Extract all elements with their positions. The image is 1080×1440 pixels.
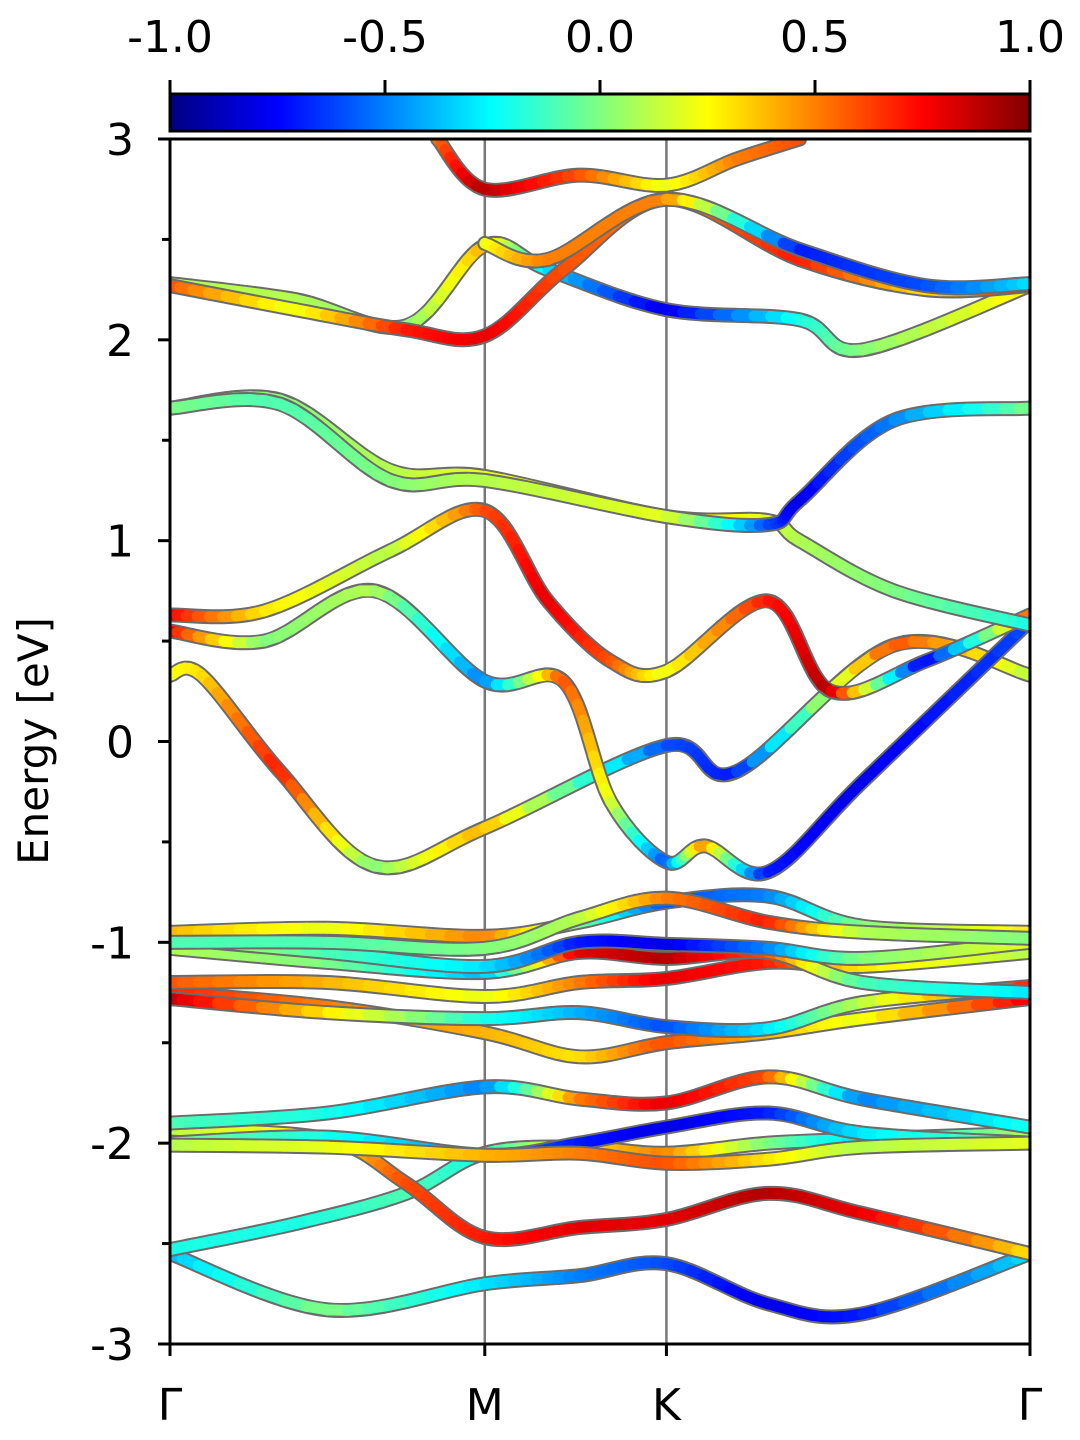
y-axis-title: Energy [eV]	[9, 617, 58, 865]
band-segment	[946, 667, 982, 702]
band-segment	[1014, 666, 1030, 681]
colorbar-tick-label: 0.5	[780, 12, 850, 63]
colorbar-tick-label: -0.5	[342, 12, 428, 63]
band-segment	[1011, 1119, 1030, 1133]
colorbar-tick-label: 1.0	[995, 12, 1065, 63]
colorbar-gradient	[168, 92, 1032, 133]
band-13	[170, 890, 1030, 957]
x-tick-label: K	[652, 1380, 682, 1431]
x-tick-label: Γ	[1018, 1380, 1043, 1431]
band-19	[170, 235, 1030, 359]
band-outline	[170, 582, 1030, 882]
band-21	[477, 191, 1030, 296]
bands	[170, 139, 1030, 1325]
colorbar-tick-label: 0.0	[565, 12, 635, 63]
y-tick-label: -1	[90, 918, 134, 969]
x-tick-label: Γ	[158, 1380, 183, 1431]
colorbar-tick-label: -1.0	[127, 12, 213, 63]
plot-area: -3 -2 -1 0 1 2 3 Γ M K Γ Energy [eV]	[9, 115, 1043, 1431]
band-15	[170, 582, 1030, 882]
band-16	[170, 501, 1030, 701]
band-4	[170, 1069, 1030, 1135]
y-tick-label: 0	[106, 718, 134, 769]
y-axis: -3 -2 -1 0 1 2 3	[90, 115, 170, 1371]
y-tick-label: -3	[90, 1320, 134, 1371]
band-6	[170, 1135, 1030, 1171]
band-11	[170, 930, 1030, 975]
colorbar-ticks: -1.0 -0.5 0.0 0.5 1.0	[127, 12, 1065, 94]
y-tick-label: 2	[106, 316, 134, 367]
band-18	[170, 392, 1030, 533]
band-segment	[1011, 946, 1030, 960]
y-tick-label: -2	[90, 1119, 134, 1170]
band-segment	[897, 714, 933, 749]
band-8	[170, 979, 1030, 1039]
colorbar: -1.0 -0.5 0.0 0.5 1.0	[127, 12, 1065, 133]
y-tick-label: 1	[106, 517, 134, 568]
band-segment	[1013, 616, 1030, 631]
band-segment	[1011, 986, 1030, 999]
band-segment	[1011, 1244, 1030, 1260]
band-1	[170, 1246, 1030, 1325]
y-tick-label: 3	[106, 115, 134, 166]
x-tick-label: M	[466, 1380, 504, 1431]
band-14	[170, 633, 1030, 876]
band-22	[430, 139, 808, 198]
band-segment	[921, 690, 958, 726]
